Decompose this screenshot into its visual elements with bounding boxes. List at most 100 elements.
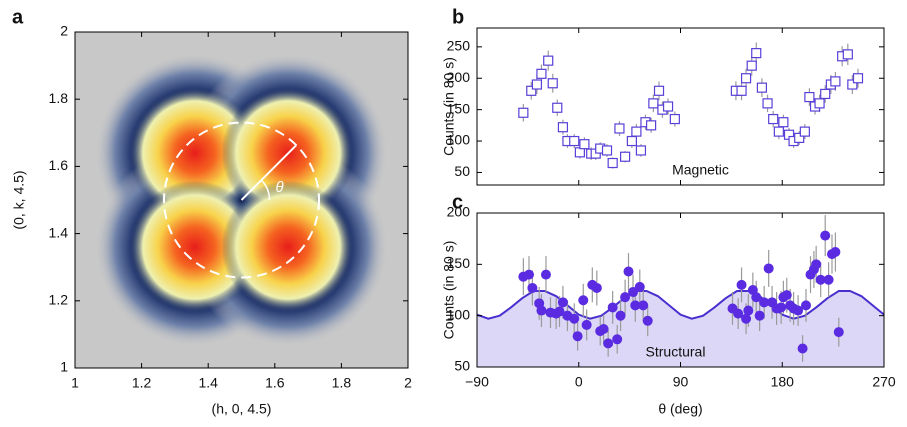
panel-label: b <box>452 6 464 28</box>
data-point <box>603 338 614 349</box>
data-point <box>531 79 543 90</box>
data-point <box>781 290 792 301</box>
x-tick-label: 2 <box>404 375 412 391</box>
data-point <box>526 85 537 96</box>
angle-arc <box>260 179 271 201</box>
data-point <box>793 305 804 316</box>
data-point <box>653 85 665 96</box>
data-point <box>607 302 618 313</box>
peak <box>221 180 355 314</box>
x-tick-label: 270 <box>872 374 896 390</box>
data-point <box>631 126 642 137</box>
contour-map <box>94 53 389 347</box>
y-axis-label: Counts (in 80 s) <box>441 57 457 156</box>
data-point <box>572 331 583 342</box>
scan-circle <box>163 121 320 279</box>
data-point <box>536 305 547 316</box>
data-point <box>578 295 589 306</box>
x-tick-label: 0 <box>575 374 583 390</box>
peak <box>128 86 262 220</box>
y-tick-label: 50 <box>454 163 470 179</box>
data-point <box>743 305 754 316</box>
data-point <box>741 313 752 324</box>
data-point <box>762 98 773 109</box>
x-axis-label: (h, 0, 4.5) <box>212 401 272 417</box>
y-tick-label: 1.2 <box>49 292 69 308</box>
data-point <box>778 117 789 128</box>
data-point <box>776 302 787 313</box>
x-axis-label: θ (deg) <box>658 401 702 417</box>
x-tick-label: 180 <box>771 374 795 390</box>
data-point <box>811 259 822 270</box>
data-point <box>536 68 547 79</box>
y-tick-label: 250 <box>447 38 471 54</box>
panel-annotation: Magnetic <box>672 162 729 178</box>
data-point <box>638 300 649 311</box>
scan-radius <box>240 144 297 201</box>
data-point <box>751 48 762 59</box>
data-point <box>581 319 592 330</box>
data-point <box>552 102 563 113</box>
x-tick-label: 1.8 <box>332 375 352 391</box>
data-point <box>557 122 569 133</box>
data-point <box>518 107 529 118</box>
data-point <box>615 310 626 321</box>
data-point <box>569 313 580 324</box>
data-point <box>797 343 808 354</box>
y-tick-label: 1 <box>60 359 68 375</box>
data-point <box>547 78 558 89</box>
data-point <box>569 135 580 147</box>
data-point <box>751 292 762 303</box>
data-point <box>540 269 551 280</box>
data-point <box>852 73 864 84</box>
panel-label: c <box>452 191 463 213</box>
peak <box>128 180 262 314</box>
fit-area <box>477 291 884 367</box>
plot-area: Structural <box>477 215 884 367</box>
data-point <box>635 145 647 156</box>
data-point <box>579 139 590 150</box>
y-tick-label: 50 <box>454 358 470 374</box>
data-point <box>524 269 535 280</box>
y-tick-label: 1.8 <box>49 90 69 106</box>
y-axis-label: (0, k, 4.5) <box>11 170 27 229</box>
y-axis-label: Counts (in 80 s) <box>441 241 457 340</box>
y-tick-label: 150 <box>447 255 471 271</box>
data-point <box>800 300 811 311</box>
x-tick-label: 1.2 <box>132 375 152 391</box>
data-point <box>736 85 747 96</box>
data-point <box>759 297 770 308</box>
data-point <box>554 306 565 317</box>
plot-area: θ <box>75 32 408 368</box>
y-tick-label: 100 <box>447 306 471 322</box>
data-point <box>746 60 757 71</box>
data-point <box>598 324 609 335</box>
data-point <box>623 266 634 277</box>
data-point <box>630 300 641 311</box>
x-tick-label: 90 <box>673 374 689 390</box>
data-point <box>614 123 625 134</box>
data-point <box>543 55 554 66</box>
data-point <box>607 157 618 169</box>
y-tick-label: 1.4 <box>49 224 69 240</box>
data-point <box>648 98 659 109</box>
data-point <box>756 82 768 93</box>
data-point <box>794 132 805 143</box>
data-point <box>601 145 613 156</box>
data-point <box>773 126 784 137</box>
x-tick-label: 1.4 <box>198 375 218 391</box>
x-tick-label: 1.6 <box>265 375 285 391</box>
data-point <box>642 315 653 326</box>
data-point <box>815 274 826 285</box>
data-point <box>768 113 779 125</box>
panel-annotation: Structural <box>646 344 706 360</box>
data-point <box>612 334 623 345</box>
data-point <box>620 292 631 303</box>
data-point <box>591 282 602 293</box>
data-point <box>634 281 645 292</box>
x-tick-label: 1 <box>71 375 79 391</box>
data-point <box>804 91 815 103</box>
plot-area: Magnetic <box>518 42 864 178</box>
data-point <box>814 98 825 109</box>
